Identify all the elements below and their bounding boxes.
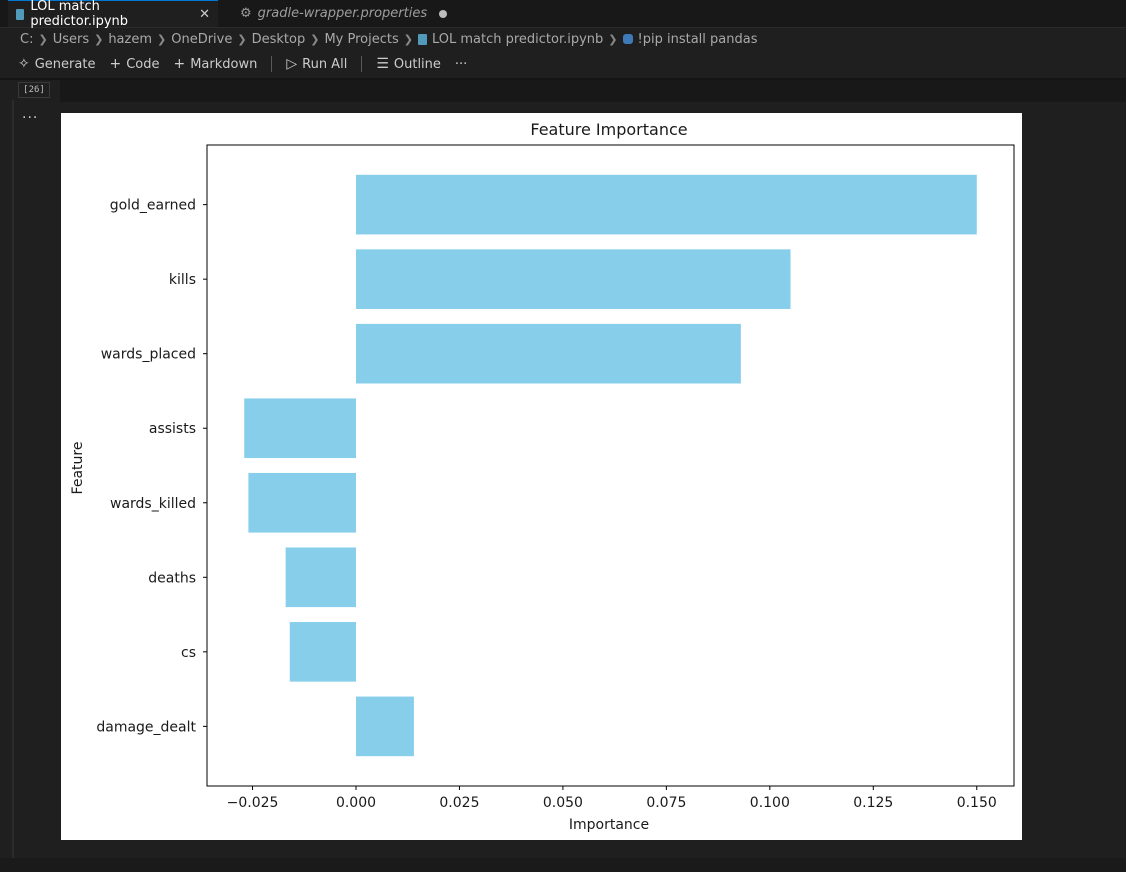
unsaved-dot-icon[interactable]: [439, 9, 448, 18]
python-icon: [622, 34, 633, 44]
tab-label: gradle-wrapper.properties: [257, 6, 428, 21]
y-tick-label: wards_placed: [101, 347, 196, 363]
bar-wards_placed: [355, 323, 741, 384]
x-tick-label: 0.075: [646, 795, 686, 811]
more-icon: ···: [454, 56, 468, 72]
breadcrumb-item[interactable]: My Projects: [324, 31, 399, 47]
breadcrumb-item[interactable]: Desktop: [251, 31, 306, 47]
toolbar-divider-line: [0, 78, 1126, 80]
chevron-right-icon: ❯: [608, 32, 618, 46]
cell-gutter: [12, 100, 14, 858]
generate-button[interactable]: ✧ Generate: [14, 56, 99, 72]
bar-assists: [244, 398, 356, 459]
notebook-toolbar: ✧ Generate + Code + Markdown ▷ Run All ☰…: [14, 53, 471, 75]
generate-label: Generate: [34, 56, 96, 72]
x-tick-label: 0.100: [750, 795, 790, 811]
y-tick-label: assists: [149, 421, 196, 437]
gear-icon: ⚙: [240, 6, 252, 21]
x-tick-label: 0.050: [543, 795, 583, 811]
y-tick-label: wards_killed: [110, 496, 196, 512]
chevron-right-icon: ❯: [237, 32, 247, 46]
list-icon: ☰: [376, 56, 389, 72]
notebook-icon: [417, 33, 427, 45]
bars: [244, 174, 977, 757]
breadcrumb-item[interactable]: LOL match predictor.ipynb: [431, 31, 604, 47]
sparkle-icon: ✧: [18, 56, 30, 72]
notebook-icon: [16, 8, 25, 20]
output-menu-button[interactable]: ···: [22, 110, 39, 126]
y-tick-label: damage_dealt: [96, 719, 196, 735]
bar-kills: [355, 249, 791, 309]
bottom-bar: [0, 858, 1126, 872]
y-axis-label: Feature: [70, 442, 86, 495]
more-actions-button[interactable]: ···: [451, 57, 471, 72]
markdown-label: Markdown: [190, 56, 258, 72]
close-icon[interactable]: ✕: [199, 6, 210, 22]
chart-title: Feature Importance: [530, 120, 687, 139]
toolbar-divider: [361, 56, 363, 72]
bar-damage_dealt: [355, 696, 414, 757]
chevron-right-icon: ❯: [157, 32, 167, 46]
execution-count: [26]: [18, 82, 50, 98]
tab-bar: LOL match predictor.ipynb ✕ ⚙ gradle-wra…: [0, 0, 1126, 29]
x-tick-label: 0.150: [957, 795, 997, 811]
plus-icon: +: [173, 56, 186, 72]
breadcrumb-item[interactable]: Users: [52, 31, 90, 47]
play-icon: ▷: [286, 56, 298, 72]
x-tick-label: −0.025: [227, 795, 279, 811]
tab-label: LOL match predictor.ipynb: [30, 0, 129, 29]
toolbar-divider: [271, 56, 273, 72]
bar-gold_earned: [355, 174, 977, 235]
tab-lol-notebook[interactable]: LOL match predictor.ipynb ✕: [8, 0, 218, 29]
breadcrumb-item[interactable]: !pip install pandas: [637, 31, 758, 47]
y-tick-label: cs: [181, 645, 196, 661]
x-tick-label: 0.125: [853, 795, 893, 811]
chevron-right-icon: ❯: [38, 32, 48, 46]
run-all-button[interactable]: ▷ Run All: [282, 56, 351, 72]
bar-deaths: [285, 547, 356, 608]
run-all-label: Run All: [302, 56, 348, 72]
add-code-button[interactable]: + Code: [105, 56, 163, 72]
breadcrumb-item[interactable]: hazem: [108, 31, 153, 47]
breadcrumb: C: ❯ Users ❯ hazem ❯ OneDrive ❯ Desktop …: [20, 29, 757, 49]
y-tick-label: gold_earned: [110, 198, 196, 214]
y-tick-label: deaths: [148, 570, 196, 586]
outline-label: Outline: [393, 56, 441, 72]
add-markdown-button[interactable]: + Markdown: [169, 56, 261, 72]
x-axis-label: Importance: [569, 817, 649, 833]
plot-frame: [206, 144, 1015, 787]
chevron-right-icon: ❯: [94, 32, 104, 46]
bar-wards_killed: [248, 472, 356, 533]
code-label: Code: [126, 56, 160, 72]
x-ticks: −0.025 0.000 0.025 0.050 0.075 0.100 0.125 0.15…: [227, 786, 997, 811]
x-tick-label: 0.000: [336, 795, 376, 811]
breadcrumb-item[interactable]: OneDrive: [171, 31, 233, 47]
y-tick-label: kills: [169, 272, 196, 288]
tab-gradle-wrapper[interactable]: ⚙ gradle-wrapper.properties: [232, 0, 460, 27]
chevron-right-icon: ❯: [403, 32, 413, 46]
code-cell-editor[interactable]: [60, 80, 1126, 102]
breadcrumb-item[interactable]: C:: [20, 31, 34, 47]
x-tick-label: 0.025: [439, 795, 479, 811]
plus-icon: +: [109, 56, 122, 72]
outline-button[interactable]: ☰ Outline: [372, 56, 445, 72]
chevron-right-icon: ❯: [310, 32, 320, 46]
bar-cs: [289, 622, 356, 682]
